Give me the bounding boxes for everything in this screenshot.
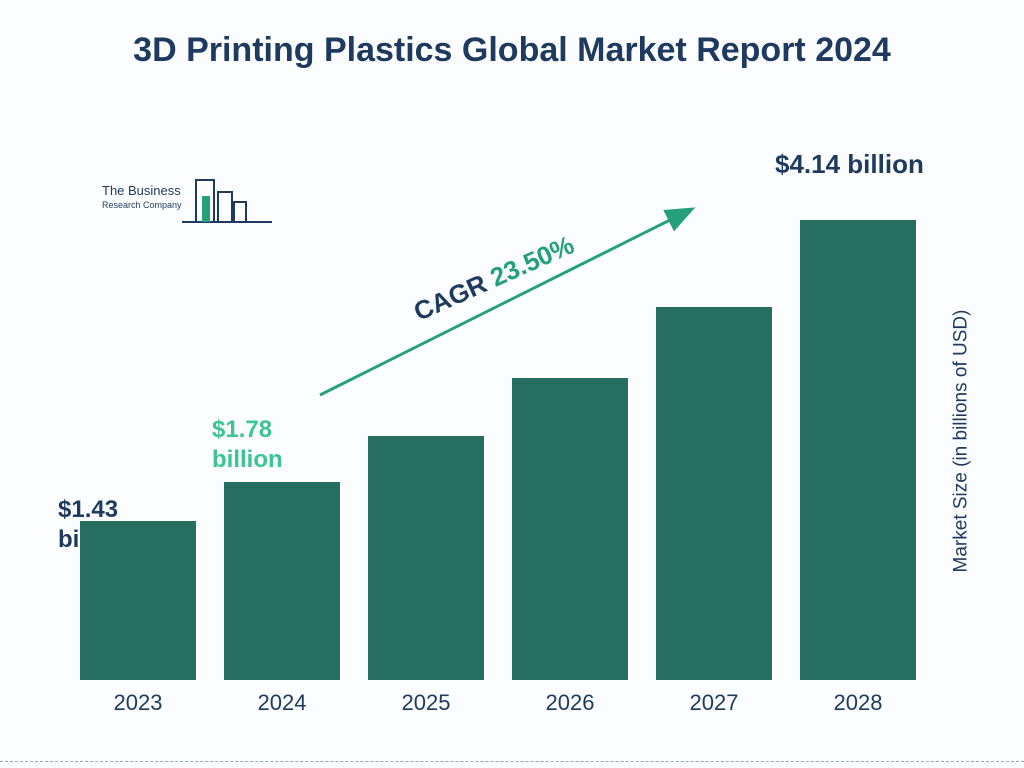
footer-dashed-rule (0, 761, 1024, 762)
x-axis-label: 2024 (224, 690, 340, 716)
x-axis-label: 2027 (656, 690, 772, 716)
x-axis-label: 2026 (512, 690, 628, 716)
x-axis-label: 2023 (80, 690, 196, 716)
bar (224, 482, 340, 680)
bar (80, 521, 196, 680)
bar (368, 436, 484, 680)
x-axis-labels: 2023 2024 2025 2026 2027 2028 (70, 690, 930, 730)
chart-area (70, 180, 930, 680)
y-axis-label: Market Size (in billions of USD) (950, 310, 972, 573)
bar (656, 307, 772, 680)
x-axis-label: 2028 (800, 690, 916, 716)
bar (512, 378, 628, 680)
value-label-2028: $4.14 billion (775, 148, 924, 181)
page-root: 3D Printing Plastics Global Market Repor… (0, 0, 1024, 768)
bars-row (70, 180, 930, 680)
x-axis-label: 2025 (368, 690, 484, 716)
bar (800, 220, 916, 680)
value-label-line: $4.14 billion (775, 149, 924, 179)
